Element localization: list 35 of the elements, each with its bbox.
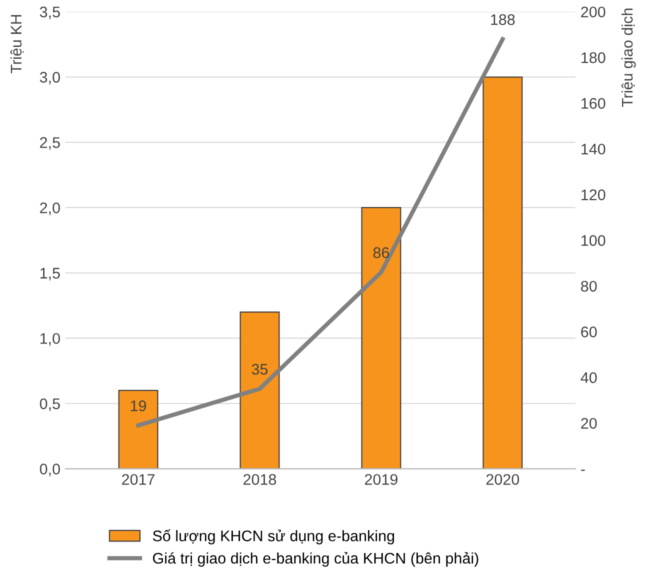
y2-tick-label: 80 xyxy=(581,280,597,292)
y2-tick-label: 200 xyxy=(581,6,606,18)
data-label: 188 xyxy=(491,14,515,26)
y2-tick-label: 160 xyxy=(582,98,606,109)
y2-tick-label: 140 xyxy=(582,144,606,155)
y-tick-label: 0,5 xyxy=(40,398,60,411)
y2-tick-label: - xyxy=(581,470,585,471)
bar xyxy=(482,76,523,469)
y2-tick-label: 20 xyxy=(581,418,597,429)
data-label: 19 xyxy=(130,400,146,412)
y-tick-label: 3,5 xyxy=(40,6,60,20)
x-tick-label: 2020 xyxy=(486,474,520,485)
bar xyxy=(240,312,280,469)
y-tick-label: 2,5 xyxy=(40,137,60,150)
legend-label: Giá trị giao dịch e-banking của KHCN (bên phải) xyxy=(152,552,478,567)
data-label: 35 xyxy=(252,364,268,375)
x-tick-label: 2019 xyxy=(364,474,398,485)
y2-axis-title: Triệu giao dịch xyxy=(621,8,636,107)
y2-tick-label: 40 xyxy=(580,372,597,384)
y2-tick-label: 100 xyxy=(582,235,606,246)
y-tick-label: 3,0 xyxy=(40,72,60,85)
y2-tick-label: 180 xyxy=(582,52,606,64)
y-tick-label: 2,0 xyxy=(40,202,60,216)
bar xyxy=(118,390,158,469)
x-tick-label: 2017 xyxy=(122,474,154,485)
bar xyxy=(361,207,402,469)
y-tick-label: 1,5 xyxy=(40,268,60,280)
y2-tick-label: 60 xyxy=(581,326,597,338)
y2-tick-label: 120 xyxy=(582,189,606,200)
data-label: 86 xyxy=(373,247,390,258)
y-tick-label: 0,0 xyxy=(40,464,60,476)
y-tick-label: 1,0 xyxy=(40,333,60,346)
x-tick-label: 2018 xyxy=(244,474,276,485)
y-axis-title: Triệu KH xyxy=(10,15,24,74)
legend-label: Số lượng KHCN sử dụng e-banking xyxy=(152,529,394,544)
